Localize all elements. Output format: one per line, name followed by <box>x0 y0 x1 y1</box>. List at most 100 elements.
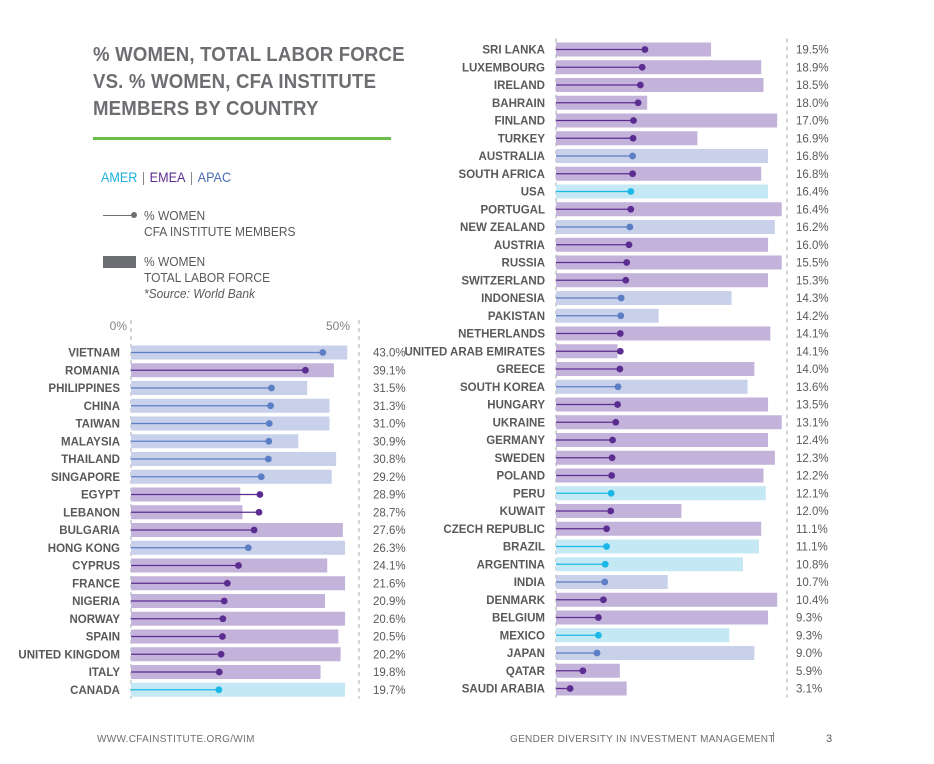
country-label: MALAYSIA <box>61 436 120 448</box>
country-label: TURKEY <box>498 133 546 145</box>
chart-title-line: VS. % WOMEN, CFA INSTITUTE <box>93 71 377 93</box>
members-value-label: 14.2% <box>796 311 829 323</box>
members-dot <box>616 347 624 355</box>
members-value-label: 31.5% <box>373 383 406 395</box>
members-value-label: 19.7% <box>373 685 406 697</box>
labor-force-bar <box>556 486 766 501</box>
members-value-label: 13.1% <box>796 417 829 429</box>
footer-publication: GENDER DIVERSITY IN INVESTMENT MANAGEMEN… <box>510 734 775 745</box>
members-dot <box>609 436 616 444</box>
country-label: FRANCE <box>72 578 120 590</box>
labor-force-bar <box>131 576 346 591</box>
members-value-label: 18.9% <box>796 62 829 74</box>
country-label: TAIWAN <box>75 419 120 431</box>
members-value-label: 43.0% <box>373 348 406 360</box>
country-label: GERMANY <box>486 435 545 447</box>
country-label: IRELAND <box>494 80 545 92</box>
country-label: HUNGARY <box>487 400 545 412</box>
labor-force-bar <box>556 149 769 163</box>
labor-force-bar <box>556 628 730 643</box>
labor-force-bar <box>556 663 620 678</box>
labor-force-bar <box>556 202 782 217</box>
members-dot <box>623 259 631 266</box>
country-label: UNITED KINGDOM <box>18 649 120 661</box>
members-value-label: 5.9% <box>796 666 822 678</box>
legend-labor-label: % WOMEN TOTAL LABOR FORCE *Source: World… <box>144 254 270 302</box>
labor-force-bar <box>556 166 762 181</box>
labor-force-bar <box>556 255 782 270</box>
members-value-label: 11.1% <box>796 524 828 536</box>
members-value-label: 28.9% <box>373 490 406 502</box>
members-value-label: 16.9% <box>796 133 829 145</box>
labor-force-bar <box>556 326 771 341</box>
members-dot <box>638 63 646 71</box>
labor-force-bar <box>556 592 778 607</box>
members-dot <box>223 579 231 587</box>
legend-source: *Source: World Bank <box>144 286 256 301</box>
members-dot <box>607 489 615 497</box>
members-dot <box>641 46 649 53</box>
members-value-label: 12.2% <box>796 471 829 483</box>
labor-force-bar <box>556 646 755 660</box>
legend-members-line-icon <box>103 215 135 216</box>
labor-force-bar <box>131 611 346 626</box>
chart-title-line: % WOMEN, TOTAL LABOR FORCE <box>93 44 405 66</box>
members-value-label: 9.3% <box>796 630 822 642</box>
country-label: ROMANIA <box>65 365 120 377</box>
footer-divider <box>773 732 774 742</box>
members-dot <box>634 99 642 107</box>
members-dot <box>265 420 273 427</box>
legend-labor-line2: TOTAL LABOR FORCE <box>144 270 271 285</box>
legend-labor-line1: % WOMEN <box>144 254 206 269</box>
members-dot <box>617 294 625 302</box>
legend-members-label: % WOMEN CFA INSTITUTE MEMBERS <box>144 208 296 240</box>
labor-force-bar <box>556 78 764 92</box>
members-dot <box>629 134 637 142</box>
legend-members-line2: CFA INSTITUTE MEMBERS <box>144 224 296 239</box>
members-dot <box>601 578 609 586</box>
labor-force-bar <box>556 237 769 252</box>
members-value-label: 12.3% <box>796 453 829 465</box>
members-value-label: 20.9% <box>373 596 406 608</box>
members-dot <box>319 349 327 356</box>
members-value-label: 14.0% <box>796 364 829 376</box>
members-value-label: 12.1% <box>796 488 829 500</box>
labor-force-bar <box>556 610 769 625</box>
region-apac: APAC <box>197 169 232 185</box>
country-label: KUWAIT <box>500 506 545 518</box>
country-label: SWITZERLAND <box>461 275 545 287</box>
country-label: ITALY <box>89 667 121 679</box>
members-value-label: 16.4% <box>796 187 829 199</box>
region-separator: | <box>189 169 194 185</box>
labor-force-bar <box>556 184 769 199</box>
members-value-label: 16.8% <box>796 151 829 163</box>
country-label: MEXICO <box>500 630 545 642</box>
labor-force-bar <box>556 521 762 536</box>
labor-force-bar <box>556 433 769 447</box>
country-label: SRI LANKA <box>482 45 545 57</box>
members-dot <box>600 596 607 604</box>
country-label: LEBANON <box>63 507 120 519</box>
country-label: EGYPT <box>81 490 120 502</box>
labor-force-bar <box>556 575 668 589</box>
members-dot <box>595 631 602 639</box>
members-dot <box>630 117 637 124</box>
members-value-label: 30.9% <box>373 436 406 448</box>
labor-force-bar <box>131 647 341 662</box>
country-label: UKRAINE <box>493 417 546 429</box>
members-dot <box>629 152 637 160</box>
members-dot <box>601 560 609 568</box>
members-value-label: 9.0% <box>796 648 822 660</box>
country-label: AUSTRIA <box>494 240 545 252</box>
members-dot <box>215 686 223 694</box>
members-dot <box>235 562 242 569</box>
members-dot <box>607 507 615 515</box>
labor-force-bar <box>556 362 755 376</box>
country-label: SINGAPORE <box>51 472 120 484</box>
members-value-label: 19.8% <box>373 667 406 679</box>
members-dot <box>612 418 620 426</box>
country-label: SAUDI ARABIA <box>462 684 545 696</box>
x-tick-label: 50% <box>326 319 350 333</box>
members-value-label: 11.1% <box>796 542 828 554</box>
members-value-label: 17.0% <box>796 116 829 128</box>
